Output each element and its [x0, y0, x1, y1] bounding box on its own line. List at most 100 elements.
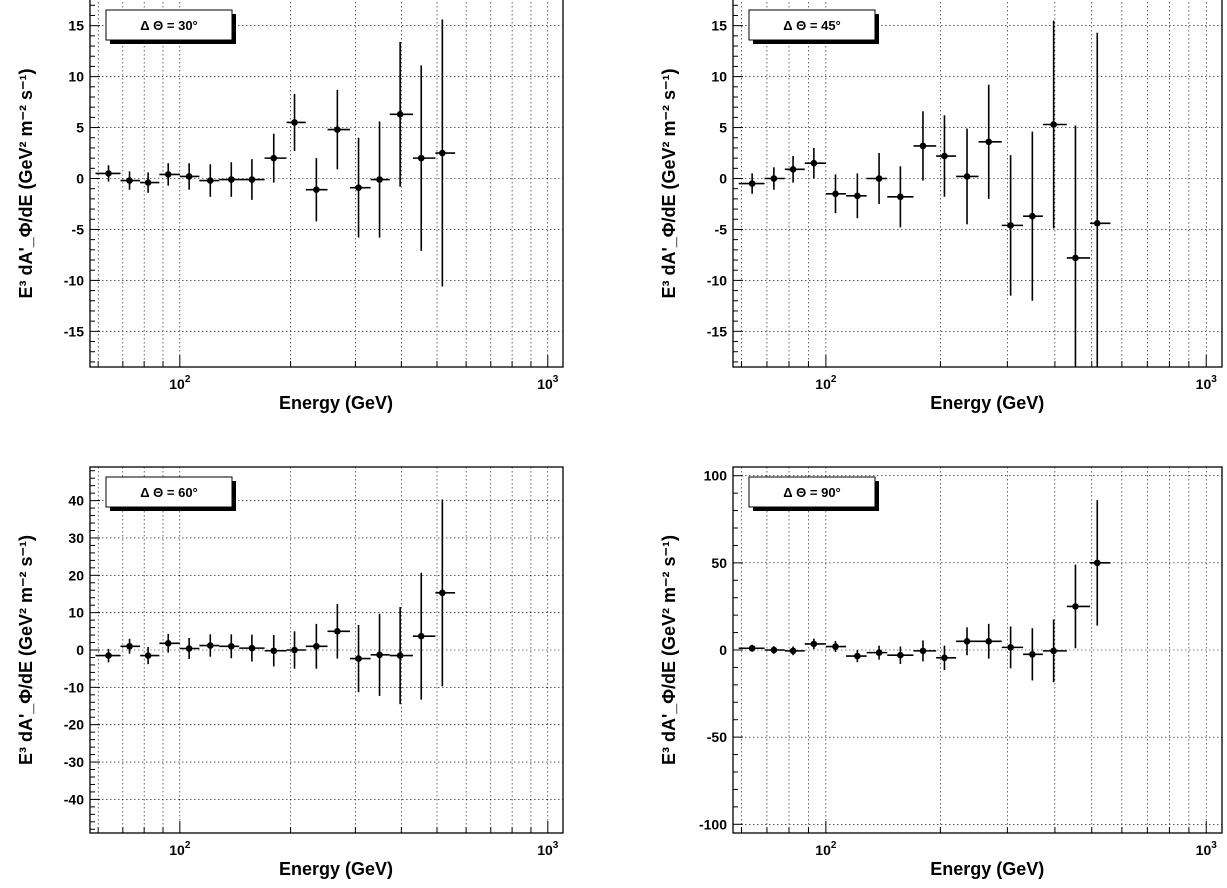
- data-point: [305, 158, 328, 222]
- data-point: [913, 111, 937, 181]
- data-point: [327, 604, 350, 659]
- x-axis: [740, 355, 1207, 367]
- plot-frame: [732, 0, 1223, 368]
- marker: [334, 628, 341, 635]
- grid: [733, 467, 1222, 833]
- marker: [248, 176, 256, 183]
- marker: [1072, 603, 1079, 610]
- y-tick-label: 5: [76, 120, 84, 136]
- y-tick-label: -20: [64, 717, 84, 733]
- y-tick-labels: -15 -10 -5 0 5 10 15: [707, 18, 727, 340]
- data-point: [956, 128, 979, 225]
- data-point: [913, 640, 937, 662]
- data-point: [140, 172, 160, 193]
- data-point: [956, 627, 979, 656]
- data-point: [159, 163, 180, 186]
- marker: [897, 651, 904, 659]
- data-point: [936, 115, 957, 197]
- data-point: [866, 645, 888, 660]
- x-tick-labels: 102 103: [169, 374, 559, 392]
- data-point: [239, 159, 265, 200]
- data-series: [95, 19, 456, 287]
- marker: [164, 639, 172, 647]
- data-point: [370, 121, 390, 238]
- legend-label: Δ Θ = 45°: [783, 18, 841, 33]
- y-tick-label: 50: [711, 555, 727, 571]
- legend-label: Δ Θ = 30°: [140, 18, 198, 33]
- data-point: [435, 19, 456, 287]
- marker: [1029, 212, 1036, 220]
- data-point: [412, 65, 436, 251]
- marker: [854, 192, 861, 200]
- marker: [417, 154, 425, 162]
- data-point: [435, 499, 456, 687]
- marker: [1007, 644, 1014, 651]
- y-axis: [733, 475, 743, 825]
- data-series: [95, 499, 456, 705]
- x-axis-title: Energy (GeV): [930, 393, 1044, 413]
- data-point: [264, 133, 287, 183]
- y-tick-label: 0: [719, 642, 727, 658]
- data-point: [887, 646, 914, 664]
- legend-box: [105, 9, 233, 41]
- y-tick-label: -10: [64, 679, 84, 695]
- x-tick-label: 103: [1196, 840, 1218, 858]
- x-tick-label: 102: [169, 374, 191, 392]
- x-axis: [97, 821, 549, 833]
- marker: [313, 642, 320, 650]
- marker: [185, 645, 193, 652]
- y-tick-label: -50: [707, 729, 727, 745]
- marker: [144, 179, 152, 186]
- data-point: [239, 634, 265, 662]
- marker: [227, 642, 235, 650]
- marker: [789, 647, 797, 655]
- y-tick-label: -30: [64, 754, 84, 770]
- y-tick-label: 5: [719, 120, 727, 136]
- data-point: [199, 164, 220, 197]
- marker: [396, 652, 404, 659]
- data-point: [1023, 628, 1043, 681]
- marker: [941, 654, 948, 662]
- plot-frame: [89, 0, 564, 368]
- y-tick-label: 20: [68, 567, 84, 583]
- marker: [270, 647, 278, 655]
- y-tick-labels: -40 -30 -20 -10 0 10 20 30 40: [64, 493, 84, 808]
- marker: [291, 646, 298, 654]
- marker: [875, 649, 883, 656]
- marker: [854, 652, 861, 660]
- x-tick-label: 102: [815, 840, 837, 858]
- x-tick-label: 102: [815, 374, 837, 392]
- y-tick-label: 0: [76, 642, 84, 658]
- legend: Δ Θ = 60°: [105, 476, 236, 511]
- y-tick-label: 30: [68, 530, 84, 546]
- chart-panel-4: -100 -50 0 50 100 102 103 Energy (GeV) E³ dA'_Φ/…: [659, 466, 1223, 879]
- marker: [291, 119, 298, 126]
- data-point: [120, 638, 141, 654]
- data-point: [784, 156, 805, 183]
- y-tick-labels: -100 -50 0 50 100: [699, 468, 727, 833]
- marker: [396, 111, 404, 118]
- data-point: [1042, 619, 1067, 683]
- marker: [227, 176, 235, 183]
- data-point: [179, 638, 200, 659]
- data-point: [412, 572, 436, 700]
- legend: Δ Θ = 30°: [105, 9, 236, 44]
- legend-box: [748, 9, 876, 41]
- x-tick-labels: 102 103: [169, 840, 559, 858]
- legend: Δ Θ = 90°: [748, 476, 879, 511]
- marker: [748, 180, 756, 187]
- data-point: [159, 633, 180, 653]
- y-tick-label: 15: [711, 18, 727, 34]
- data-point: [264, 635, 287, 667]
- y-tick-label: -40: [64, 791, 84, 807]
- marker: [376, 651, 383, 659]
- marker: [126, 642, 133, 650]
- marker: [439, 149, 446, 157]
- data-point: [286, 631, 306, 669]
- marker: [1093, 559, 1101, 567]
- data-point: [846, 650, 867, 663]
- data-point: [389, 41, 413, 187]
- y-tick-label: -10: [64, 272, 84, 288]
- data-point: [1001, 155, 1024, 296]
